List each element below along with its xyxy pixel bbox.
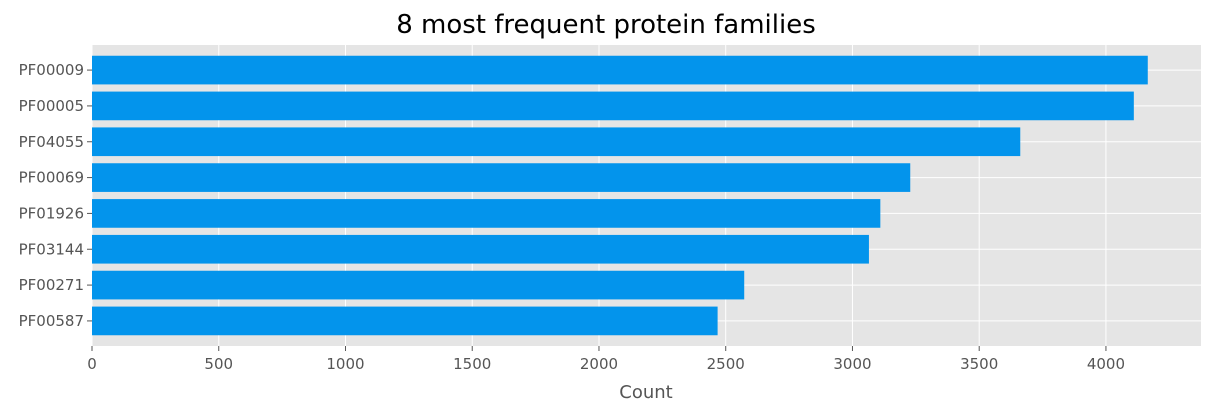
y-axis-ticks: PF00009 PF00005 PF04055 PF00069 PF01926 PF031… [19, 61, 92, 330]
bar-pf00069 [92, 163, 911, 192]
x-tick-label: 2500 [707, 355, 745, 373]
bar-pf00005 [92, 91, 1134, 121]
bars [92, 55, 1148, 336]
bar-pf00271 [92, 270, 745, 300]
bar-pf00587 [92, 306, 718, 336]
x-tick-label: 1500 [453, 355, 491, 373]
x-tick-label: 3500 [960, 355, 998, 373]
bar-pf03144 [92, 234, 869, 264]
x-tick-label: 4000 [1087, 355, 1125, 373]
x-tick-label: 500 [204, 355, 233, 373]
bar-pf01926 [92, 199, 881, 228]
y-tick-label: PF03144 [19, 240, 84, 258]
x-axis-ticks: 0 500 1000 1500 2000 2500 3000 3500 4000 [87, 346, 1125, 373]
x-axis-label: Count [619, 382, 672, 403]
bar-pf00009 [92, 55, 1148, 85]
x-tick-label: 0 [87, 355, 97, 373]
y-tick-label: PF00271 [19, 276, 84, 294]
y-tick-label: PF01926 [19, 204, 84, 222]
plot-area [92, 45, 1201, 346]
x-tick-label: 1000 [326, 355, 364, 373]
bar-pf04055 [92, 127, 1021, 157]
y-tick-label: PF04055 [19, 133, 84, 151]
y-tick-label: PF00587 [19, 312, 84, 330]
y-tick-label: PF00069 [19, 169, 84, 187]
x-tick-label: 3000 [833, 355, 871, 373]
x-tick-label: 2000 [580, 355, 618, 373]
chart-title: 8 most frequent protein families [396, 10, 816, 40]
y-tick-label: PF00005 [19, 97, 84, 115]
y-tick-label: PF00009 [19, 61, 84, 79]
